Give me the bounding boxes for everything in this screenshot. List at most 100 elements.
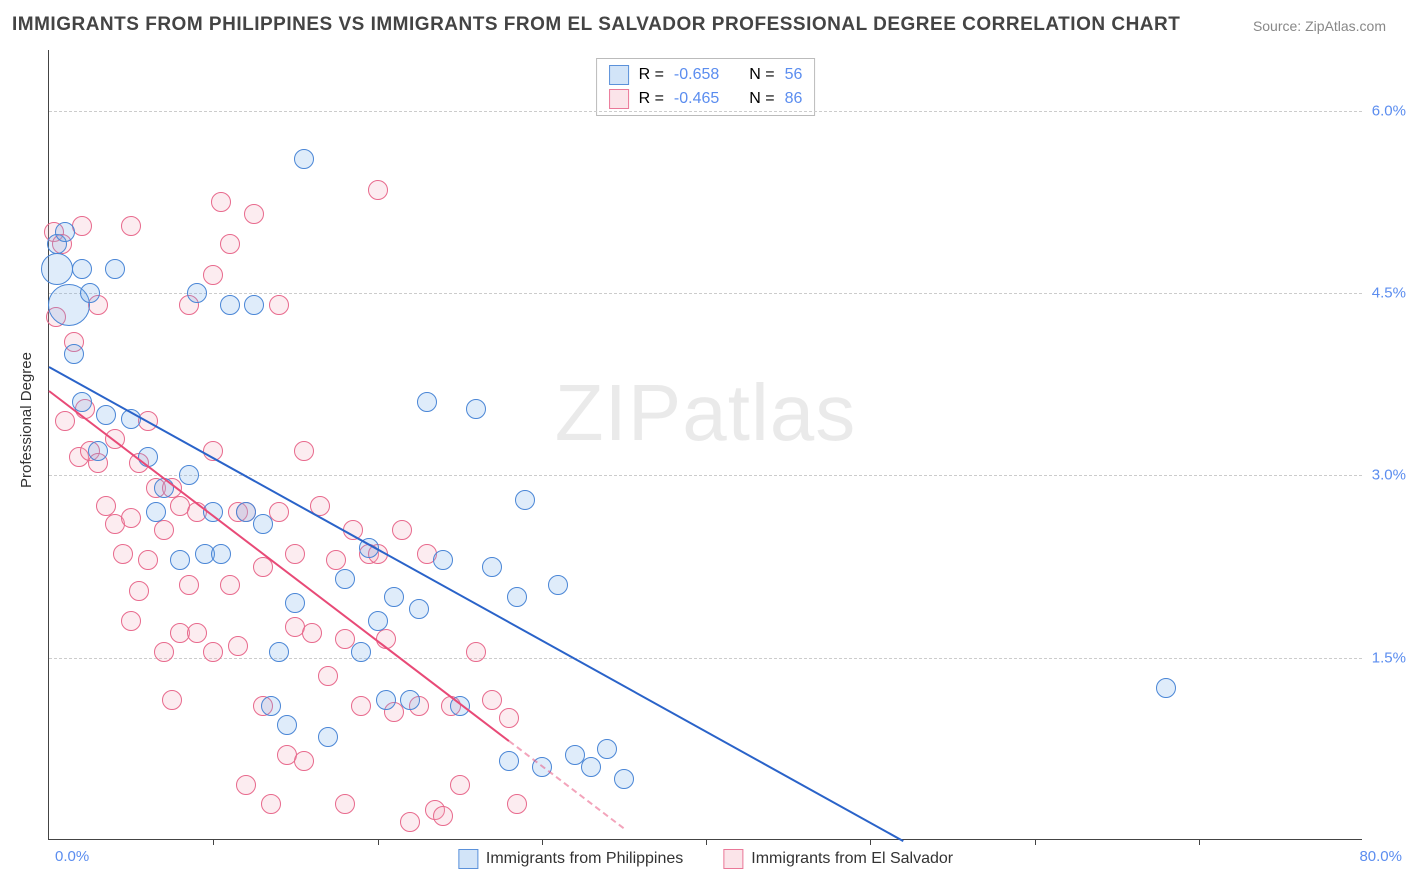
scatter-point-philippines <box>376 690 396 710</box>
scatter-point-elsalvador <box>433 806 453 826</box>
x-tick <box>1035 839 1036 845</box>
scatter-point-elsalvador <box>154 520 174 540</box>
legend-r-label: R = <box>639 63 664 87</box>
scatter-point-philippines <box>400 690 420 710</box>
scatter-point-philippines <box>105 259 125 279</box>
scatter-point-elsalvador <box>294 751 314 771</box>
scatter-point-philippines <box>581 757 601 777</box>
watermark-zip: ZIP <box>555 368 682 457</box>
scatter-point-elsalvador <box>187 623 207 643</box>
scatter-point-philippines <box>499 751 519 771</box>
legend-n-value: 56 <box>785 63 803 87</box>
y-tick-label: 6.0% <box>1372 102 1406 119</box>
x-tick <box>213 839 214 845</box>
scatter-point-philippines <box>64 344 84 364</box>
trend-line-philippines <box>49 366 904 842</box>
legend-n-label: N = <box>749 87 774 111</box>
watermark: ZIPatlas <box>555 367 856 459</box>
scatter-point-elsalvador <box>269 295 289 315</box>
chart-title: IMMIGRANTS FROM PHILIPPINES VS IMMIGRANT… <box>12 14 1180 36</box>
series-legend-item-philippines: Immigrants from Philippines <box>458 849 683 869</box>
scatter-point-elsalvador <box>318 666 338 686</box>
scatter-point-philippines <box>417 392 437 412</box>
scatter-point-philippines <box>285 593 305 613</box>
scatter-point-elsalvador <box>203 265 223 285</box>
scatter-point-elsalvador <box>285 544 305 564</box>
scatter-point-philippines <box>614 769 634 789</box>
scatter-point-philippines <box>41 253 73 285</box>
scatter-point-philippines <box>244 295 264 315</box>
scatter-point-elsalvador <box>466 642 486 662</box>
scatter-point-philippines <box>179 465 199 485</box>
scatter-point-philippines <box>146 502 166 522</box>
x-tick <box>542 839 543 845</box>
scatter-point-elsalvador <box>220 575 240 595</box>
legend-row-philippines: R =-0.658N =56 <box>609 63 803 87</box>
scatter-point-philippines <box>170 550 190 570</box>
series-label: Immigrants from El Salvador <box>751 850 953 868</box>
grid-line <box>49 111 1362 112</box>
scatter-point-elsalvador <box>326 550 346 570</box>
grid-line <box>49 658 1362 659</box>
grid-line <box>49 293 1362 294</box>
scatter-point-philippines <box>384 587 404 607</box>
scatter-point-elsalvador <box>368 180 388 200</box>
y-tick-label: 4.5% <box>1372 285 1406 302</box>
x-tick <box>1199 839 1200 845</box>
scatter-point-philippines <box>507 587 527 607</box>
legend-n-value: 86 <box>785 87 803 111</box>
scatter-point-philippines <box>269 642 289 662</box>
series-label: Immigrants from Philippines <box>486 850 683 868</box>
scatter-point-elsalvador <box>55 411 75 431</box>
scatter-point-philippines <box>466 399 486 419</box>
scatter-point-philippines <box>294 149 314 169</box>
legend-swatch <box>609 89 629 109</box>
source-label: Source: ZipAtlas.com <box>1253 18 1386 34</box>
scatter-point-elsalvador <box>499 708 519 728</box>
scatter-point-philippines <box>154 478 174 498</box>
scatter-point-elsalvador <box>302 623 322 643</box>
scatter-point-elsalvador <box>96 496 116 516</box>
scatter-point-elsalvador <box>294 441 314 461</box>
scatter-point-elsalvador <box>154 642 174 662</box>
legend-r-label: R = <box>639 87 664 111</box>
scatter-point-elsalvador <box>113 544 133 564</box>
scatter-point-elsalvador <box>138 550 158 570</box>
scatter-point-philippines <box>220 295 240 315</box>
y-tick-label: 1.5% <box>1372 649 1406 666</box>
scatter-point-elsalvador <box>507 794 527 814</box>
legend-r-value: -0.465 <box>674 87 719 111</box>
scatter-point-elsalvador <box>129 581 149 601</box>
legend-swatch <box>458 849 478 869</box>
x-tick <box>870 839 871 845</box>
x-tick <box>706 839 707 845</box>
scatter-point-philippines <box>96 405 116 425</box>
scatter-point-elsalvador <box>236 775 256 795</box>
scatter-point-elsalvador <box>162 690 182 710</box>
scatter-point-elsalvador <box>121 611 141 631</box>
scatter-point-elsalvador <box>482 690 502 710</box>
scatter-point-philippines <box>335 569 355 589</box>
scatter-point-elsalvador <box>335 794 355 814</box>
scatter-point-philippines <box>515 490 535 510</box>
scatter-point-philippines <box>368 611 388 631</box>
scatter-point-philippines <box>318 727 338 747</box>
scatter-point-elsalvador <box>450 775 470 795</box>
scatter-point-philippines <box>433 550 453 570</box>
scatter-point-elsalvador <box>244 204 264 224</box>
scatter-point-elsalvador <box>400 812 420 832</box>
scatter-point-philippines <box>55 222 75 242</box>
scatter-point-elsalvador <box>121 216 141 236</box>
y-tick-label: 3.0% <box>1372 467 1406 484</box>
plot-area: ZIPatlas R =-0.658N =56R =-0.465N =86 Im… <box>48 50 1362 840</box>
correlation-legend: R =-0.658N =56R =-0.465N =86 <box>596 58 816 116</box>
scatter-point-philippines <box>409 599 429 619</box>
scatter-point-philippines <box>88 441 108 461</box>
scatter-point-elsalvador <box>228 636 248 656</box>
legend-r-value: -0.658 <box>674 63 719 87</box>
scatter-point-elsalvador <box>203 642 223 662</box>
scatter-point-elsalvador <box>392 520 412 540</box>
y-axis-label: Professional Degree <box>18 352 35 488</box>
scatter-point-elsalvador <box>351 696 371 716</box>
series-legend-item-elsalvador: Immigrants from El Salvador <box>723 849 953 869</box>
